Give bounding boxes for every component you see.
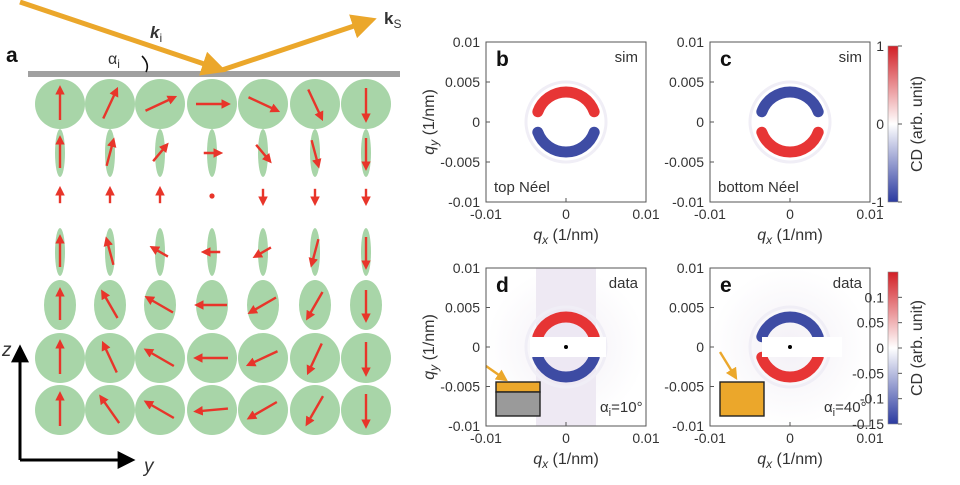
colorbar-tick-label: -0.05: [852, 365, 884, 381]
inset-magnetic-layer: [720, 382, 764, 416]
qy-axis-label: qy (1/nm): [421, 314, 441, 380]
beam-center: [564, 345, 568, 349]
y-tick-label: 0.01: [677, 260, 704, 276]
colorbar-tick-label: -0.15: [852, 416, 884, 432]
colorbar-tick-label: 0: [876, 116, 884, 132]
qx-axis-label: qx (1/nm): [757, 451, 823, 471]
panel-d: αi=10° -0.01 0 0.01 0.01 0.005 0 -0.005 -0.01 qx …: [421, 260, 660, 471]
inset-magnetic-layer: [496, 382, 540, 392]
y-tick-label: 0.01: [677, 34, 704, 50]
panel-b: top Néel -0.01 0 0.01 0.01 0.005 0 -0.005 -0.01 q…: [421, 34, 660, 247]
panel-c: bottom Néel -0.01 0 0.01 0.01 0.005 0 -0.005 -0.…: [664, 34, 884, 247]
y-tick-label: 0.005: [445, 300, 480, 316]
y-tick-label: 0: [472, 114, 480, 130]
ks-label: kS: [384, 9, 401, 31]
panel-letter-c: c: [720, 48, 732, 71]
panel-letter-b: b: [496, 48, 509, 71]
sample-surface: [28, 71, 400, 77]
colorbar-label: CD (arb. unit): [909, 300, 926, 396]
incidence-angle-arc: [142, 56, 147, 72]
colorbar-top: 1 0 -1 CD (arb. unit): [872, 38, 926, 210]
incident-beam: [20, 2, 222, 70]
x-tick-label: 0.01: [856, 430, 883, 446]
colorbar-tick-label: -1: [872, 194, 885, 210]
y-tick-label: -0.01: [448, 418, 480, 434]
map-panels: top Néel -0.01 0 0.01 0.01 0.005 0 -0.005 -0.01 q…: [421, 34, 884, 471]
y-tick-label: -0.01: [448, 194, 480, 210]
beam-center: [788, 345, 792, 349]
x-tick-label: 0: [562, 430, 570, 446]
y-tick-label: 0.01: [453, 34, 480, 50]
panel-letter-d: d: [496, 274, 509, 297]
y-axis-label: y: [142, 456, 155, 477]
panel-tag: data: [833, 275, 863, 292]
alpha-label: αi: [108, 51, 120, 71]
panel-caption: top Néel: [494, 179, 550, 196]
y-tick-label: -0.005: [664, 154, 704, 170]
colorbar-tick-label: 0.05: [857, 315, 884, 331]
panel-letter-e: e: [720, 274, 732, 297]
lower-cd-arc: [538, 132, 594, 152]
y-tick-label: 0: [696, 339, 704, 355]
colorbar-tick-label: 0.1: [865, 289, 885, 305]
spin-texture-grid: [35, 79, 391, 435]
panel-a: a αi ki kS z y: [1, 2, 401, 477]
scattered-beam: [222, 20, 372, 70]
beamstop-mask: [762, 337, 842, 357]
y-tick-label: -0.01: [672, 418, 704, 434]
colorbars: 1 0 -1 CD (arb. unit) 0.1 0.05 0 -0.05 -0.1 -0.15…: [852, 38, 926, 432]
panel-letter-a: a: [6, 44, 18, 67]
colorbar-label: CD (arb. unit): [909, 76, 926, 172]
qy-axis-label: qy (1/nm): [421, 89, 441, 155]
y-tick-label: 0.005: [669, 74, 704, 90]
x-tick-label: 0.01: [632, 206, 659, 222]
qx-axis-label: qx (1/nm): [757, 227, 823, 247]
y-tick-label: -0.005: [440, 379, 480, 395]
y-tick-label: 0.01: [453, 260, 480, 276]
plot-frame: [710, 42, 870, 202]
colorbar-tick-label: -0.1: [860, 391, 884, 407]
colorbar-tick-label: 0: [876, 340, 884, 356]
y-tick-label: 0: [696, 114, 704, 130]
y-tick-label: -0.01: [672, 194, 704, 210]
y-tick-label: 0: [472, 339, 480, 355]
y-tick-label: 0.005: [669, 300, 704, 316]
inset-substrate: [496, 392, 540, 416]
panel-e: αi=40° -0.01 0 0.01 0.01 0.005 0 -0.005 -0.01 qx …: [664, 260, 884, 471]
y-tick-label: -0.005: [664, 379, 704, 395]
panel-tag: data: [609, 275, 639, 292]
upper-cd-arc: [538, 92, 594, 112]
panel-tag: sim: [839, 49, 862, 66]
panel-tag: sim: [615, 49, 638, 66]
lower-cd-arc: [762, 132, 818, 152]
ki-label: ki: [150, 23, 162, 45]
z-axis-label: z: [1, 340, 12, 361]
colorbar-tick-label: 1: [876, 38, 884, 54]
x-tick-label: 0: [562, 206, 570, 222]
y-tick-label: -0.005: [440, 154, 480, 170]
x-tick-label: 0: [786, 206, 794, 222]
spin-dot: [209, 193, 214, 198]
x-tick-label: 0.01: [632, 430, 659, 446]
colorbar-gradient: [888, 272, 898, 424]
y-tick-label: 0.005: [445, 74, 480, 90]
x-tick-label: 0: [786, 430, 794, 446]
colorbar-gradient: [888, 46, 898, 202]
upper-cd-arc: [762, 92, 818, 112]
plot-frame: [486, 42, 646, 202]
qx-axis-label: qx (1/nm): [533, 227, 599, 247]
panel-caption: bottom Néel: [718, 179, 799, 196]
qx-axis-label: qx (1/nm): [533, 451, 599, 471]
